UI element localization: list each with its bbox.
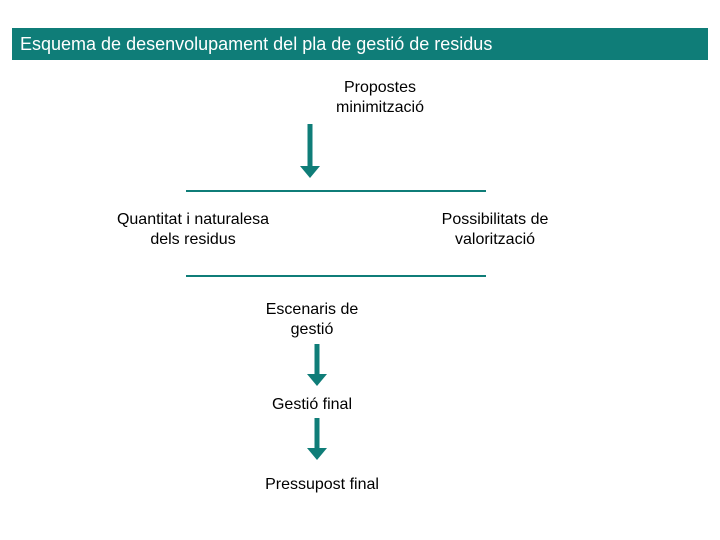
flow-node-possibilitats: Possibilitats de valorització [400, 210, 590, 250]
flow-node-quantitat: Quantitat i naturalesa dels residus [88, 210, 298, 250]
arrow-a3 [307, 418, 327, 460]
arrow-a2 [307, 344, 327, 386]
page-title: Esquema de desenvolupament del pla de ge… [20, 34, 492, 55]
flow-node-propostes: Propostes minimització [300, 78, 460, 118]
flow-node-escenaris: Escenaris de gestió [242, 300, 382, 340]
divider-div2 [186, 275, 486, 277]
flow-node-pressupost: Pressupost final [242, 475, 402, 495]
divider-div1 [186, 190, 486, 192]
title-bar: Esquema de desenvolupament del pla de ge… [12, 28, 708, 60]
arrow-a1 [300, 124, 320, 178]
flow-node-gestio: Gestió final [242, 395, 382, 415]
